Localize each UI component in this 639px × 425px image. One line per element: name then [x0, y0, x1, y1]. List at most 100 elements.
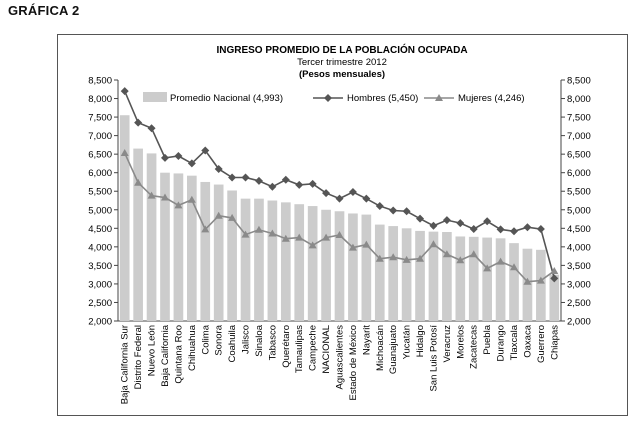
- right-tick-label: 5,000: [567, 205, 591, 216]
- category-label: Nayarit: [361, 325, 372, 355]
- category-label: Morelos: [455, 325, 466, 359]
- bar: [495, 238, 506, 321]
- category-label: San Luis Potosí: [428, 325, 439, 392]
- mujeres-point: [496, 257, 505, 265]
- category-label: Guerrero: [536, 325, 547, 363]
- category-label: Tamaulipas: [294, 325, 305, 373]
- category-label: Campeche: [308, 325, 319, 371]
- hombres-point: [483, 217, 492, 226]
- chart-unit-label: (Pesos mensuales): [299, 69, 385, 80]
- mujeres-point: [147, 191, 156, 199]
- mujeres-point: [187, 195, 196, 203]
- right-tick-label: 6,000: [567, 168, 591, 179]
- bar: [187, 175, 197, 321]
- hombres-point: [160, 153, 169, 162]
- legend-mujeres-marker: [435, 94, 443, 101]
- category-label: NACIONAL: [321, 325, 332, 374]
- right-tick-label: 5,500: [567, 187, 591, 198]
- hombres-point: [416, 214, 425, 223]
- bar: [213, 184, 224, 321]
- axes: 2,000 2,000 2,500 2,500 3,000 3,000 3,500 3,500…: [88, 76, 591, 328]
- left-tick-label: 2,000: [88, 317, 112, 328]
- right-tick-label: 2,500: [567, 298, 591, 309]
- category-label: Coahuila: [227, 324, 238, 362]
- mujeres-point: [268, 229, 277, 237]
- left-tick-label: 6,000: [88, 168, 112, 179]
- category-label: Durango: [496, 325, 507, 361]
- bar: [442, 232, 452, 321]
- left-tick-label: 8,000: [88, 94, 112, 105]
- hombres-point: [134, 118, 143, 127]
- bar: [482, 237, 492, 321]
- bar: [200, 181, 211, 321]
- bar-series: [119, 115, 560, 321]
- right-tick-label: 3,000: [567, 279, 591, 290]
- mujeres-point: [429, 240, 438, 248]
- hombres-point: [147, 124, 156, 133]
- category-label: Colima: [200, 324, 211, 354]
- bar: [388, 226, 399, 321]
- hombres-point: [322, 189, 331, 198]
- hombres-point: [187, 159, 196, 168]
- left-tick-label: 5,500: [88, 187, 112, 198]
- category-label: Puebla: [482, 324, 493, 354]
- right-tick-label: 7,500: [567, 113, 591, 124]
- left-tick-label: 8,500: [88, 76, 112, 87]
- bar: [455, 236, 466, 321]
- bar: [334, 211, 345, 321]
- hombres-point: [456, 219, 465, 228]
- mujeres-point: [134, 178, 143, 186]
- bar: [348, 213, 358, 321]
- mujeres-point: [281, 234, 290, 242]
- category-label: Yucatán: [402, 325, 413, 359]
- hombres-point: [523, 223, 532, 232]
- hombres-point: [389, 206, 398, 215]
- hombres-point: [214, 164, 223, 173]
- right-tick-label: 7,000: [567, 131, 591, 142]
- hombres-point: [402, 207, 411, 216]
- mujeres-point: [362, 240, 371, 248]
- mujeres-point: [214, 211, 223, 219]
- hombres-point: [308, 179, 317, 188]
- chart-subtitle: Tercer trimestre 2012: [297, 57, 387, 68]
- mujeres-point: [295, 233, 304, 241]
- right-tick-label: 8,500: [567, 76, 591, 87]
- bar: [267, 200, 278, 321]
- mujeres-point: [335, 230, 344, 238]
- left-tick-label: 3,000: [88, 279, 112, 290]
- category-label: Zacatecas: [469, 325, 480, 369]
- hombres-point: [550, 274, 559, 283]
- mujeres-point: [228, 213, 237, 221]
- right-tick-label: 4,000: [567, 242, 591, 253]
- mujeres-point: [308, 241, 317, 249]
- bar: [401, 228, 412, 321]
- mujeres-point: [442, 250, 451, 258]
- left-tick-label: 2,500: [88, 298, 112, 309]
- category-label: Baja California: [160, 324, 171, 386]
- bar: [119, 115, 130, 321]
- bar: [146, 153, 157, 321]
- category-label: Nuevo León: [147, 325, 158, 376]
- bar: [307, 206, 318, 321]
- category-label: Tlaxcala: [509, 324, 520, 360]
- bar: [374, 224, 385, 321]
- mujeres-point: [254, 225, 263, 233]
- legend-label-promedio: Promedio Nacional (4,993): [170, 93, 283, 104]
- mujeres-point: [348, 243, 357, 251]
- right-tick-label: 6,500: [567, 150, 591, 161]
- category-label: Aguascalientes: [335, 325, 346, 390]
- mujeres-point: [456, 256, 465, 264]
- hombres-point: [469, 225, 478, 234]
- legend-label-mujeres: Mujeres (4,246): [458, 93, 525, 104]
- category-label: Jalisco: [241, 325, 252, 354]
- hombres-point: [362, 194, 371, 203]
- legend: Promedio Nacional (4,993) Hombres (5,450)…: [143, 92, 525, 104]
- hombres-point: [268, 182, 277, 191]
- mujeres-point: [402, 255, 411, 263]
- hombres-point: [174, 152, 183, 161]
- left-tick-label: 4,000: [88, 242, 112, 253]
- category-label: Sinaloa: [254, 324, 265, 356]
- bar: [321, 209, 331, 321]
- mujeres-point: [160, 193, 169, 201]
- hombres-point: [442, 216, 451, 225]
